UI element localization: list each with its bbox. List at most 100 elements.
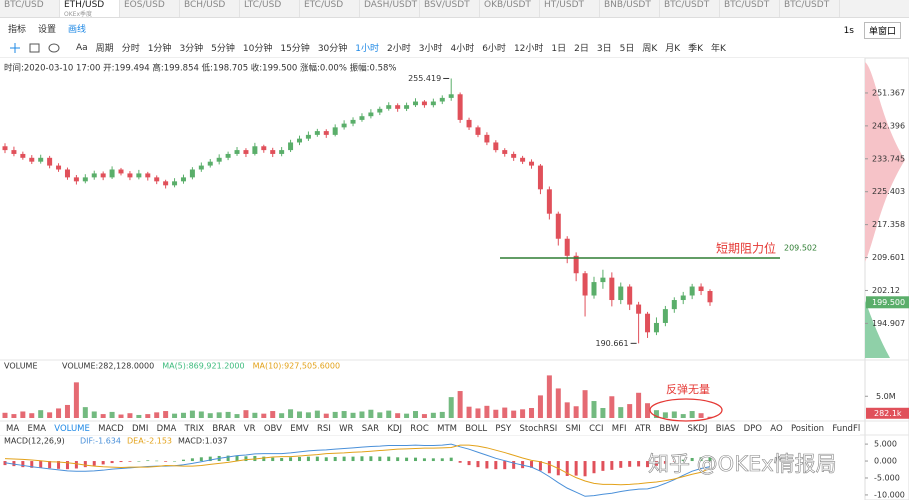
period[interactable]: 1小时: [355, 44, 379, 54]
volume-bar: [645, 403, 651, 418]
indicator[interactable]: BIAS: [715, 423, 736, 434]
indicator[interactable]: StochRSI: [519, 423, 558, 434]
tab-subtitle: OKEx季度: [64, 10, 92, 18]
period[interactable]: 2日: [574, 44, 589, 54]
candle-body: [288, 142, 294, 151]
indicator[interactable]: OBV: [263, 423, 282, 434]
indicator[interactable]: DMA: [156, 423, 177, 434]
indicator[interactable]: BBW: [659, 423, 680, 434]
tab-label: BTC/USDT: [724, 0, 770, 10]
indicator[interactable]: EMA: [27, 423, 46, 434]
period[interactable]: 30分钟: [317, 44, 348, 54]
tab[interactable]: EOS/USD: [120, 0, 180, 17]
indicator[interactable]: VOLUME: [54, 423, 90, 434]
candle-body: [529, 161, 535, 166]
tool-button[interactable]: 指标: [8, 24, 27, 35]
period[interactable]: 3小时: [418, 44, 443, 54]
period[interactable]: 12小时: [513, 44, 544, 54]
tab[interactable]: ETC/USD: [300, 0, 360, 17]
y-tick-label: 233.745: [872, 154, 905, 163]
volume-bar: [127, 413, 133, 418]
indicator[interactable]: EMV: [290, 423, 309, 434]
tab[interactable]: BTC/USDT: [780, 0, 840, 17]
indicator[interactable]: MTM: [437, 423, 457, 434]
period[interactable]: 周K: [642, 44, 658, 54]
indicator[interactable]: CCI: [589, 423, 604, 434]
period[interactable]: 15分钟: [280, 44, 310, 54]
tab[interactable]: ETH/USD OKEx季度: [60, 0, 120, 18]
period[interactable]: 周期: [95, 44, 114, 54]
indicator[interactable]: BRAR: [212, 423, 236, 434]
indicator[interactable]: KDJ: [387, 423, 402, 434]
indicator[interactable]: VR: [243, 423, 256, 434]
volume-bar: [404, 413, 410, 418]
tab[interactable]: BSV/USDT: [420, 0, 480, 17]
tab[interactable]: BTC/USDT: [720, 0, 780, 17]
indicator[interactable]: RSI: [317, 423, 331, 434]
volume-bar: [305, 412, 311, 418]
indicator[interactable]: SKDJ: [687, 423, 708, 434]
tab[interactable]: BTC/USD: [0, 0, 60, 17]
period[interactable]: 5分钟: [211, 44, 235, 54]
period[interactable]: 5日: [619, 44, 635, 54]
indicator[interactable]: SAR: [361, 423, 380, 434]
period[interactable]: 10分钟: [242, 44, 273, 54]
indicator[interactable]: ATR: [634, 423, 652, 434]
indicator[interactable]: Position: [790, 423, 825, 434]
period[interactable]: 3分钟: [179, 44, 204, 54]
period[interactable]: 2小时: [387, 44, 411, 54]
indicator[interactable]: BOLL: [465, 423, 488, 434]
candle-body: [671, 300, 677, 310]
period[interactable]: 3日: [596, 44, 612, 54]
period[interactable]: 6小时: [482, 44, 506, 54]
tab-label: EOS/USD: [124, 0, 165, 10]
font-icon[interactable]: Aa: [76, 42, 88, 53]
indicator[interactable]: WR: [339, 423, 354, 434]
period[interactable]: 1日: [551, 44, 567, 54]
period[interactable]: 年K: [711, 44, 726, 54]
y-tick-label: 242.396: [872, 121, 905, 130]
candle-body: [163, 181, 169, 186]
tab[interactable]: BNB/USDT: [600, 0, 660, 17]
period[interactable]: 月K: [665, 44, 681, 54]
macd-bar: [48, 461, 52, 469]
period[interactable]: 4小时: [450, 44, 475, 54]
candle-body: [395, 105, 401, 109]
period[interactable]: 1分钟: [147, 44, 172, 54]
indicator[interactable]: DMI: [131, 423, 149, 434]
tab[interactable]: DASH/USDT: [360, 0, 420, 17]
tab[interactable]: BTC/USDT: [660, 0, 720, 17]
indicator[interactable]: SMI: [565, 423, 581, 434]
tab[interactable]: HT/USDT: [540, 0, 600, 17]
indicator[interactable]: TRIX: [184, 423, 205, 434]
volume-bar: [47, 412, 53, 418]
tab[interactable]: OKB/USDT: [480, 0, 540, 17]
macd-bar: [110, 461, 114, 464]
y-tick-label: -10.000: [874, 490, 905, 499]
tab[interactable]: LTC/USD: [240, 0, 300, 17]
tool-button[interactable]: 画线: [68, 24, 87, 35]
tool-button[interactable]: 设置: [38, 24, 57, 35]
volume-bar: [180, 412, 186, 418]
y-tick-label: 0.000: [874, 457, 897, 466]
control[interactable]: 单窗口: [863, 22, 901, 39]
macd-bar: [387, 456, 391, 462]
right-controls: 1s 单窗口: [844, 22, 901, 39]
control[interactable]: 1s: [843, 25, 854, 36]
period[interactable]: 分时: [121, 44, 140, 54]
indicator[interactable]: MA: [6, 423, 20, 434]
macd-bar: [574, 461, 578, 476]
indicator[interactable]: AO: [770, 423, 783, 434]
legend-item: MA(10):927,505.6000: [253, 362, 340, 371]
candle-body: [172, 181, 178, 186]
macd-bar: [592, 461, 596, 474]
indicator[interactable]: DPO: [743, 423, 762, 434]
period[interactable]: 季K: [688, 44, 704, 54]
tab[interactable]: BCH/USD: [180, 0, 240, 17]
indicator[interactable]: PSY: [495, 423, 512, 434]
indicator[interactable]: FundFlow: [832, 423, 860, 434]
candle-body: [377, 108, 383, 113]
indicator[interactable]: MACD: [98, 423, 124, 434]
indicator[interactable]: ROC: [410, 423, 429, 434]
indicator[interactable]: MFI: [611, 423, 627, 434]
